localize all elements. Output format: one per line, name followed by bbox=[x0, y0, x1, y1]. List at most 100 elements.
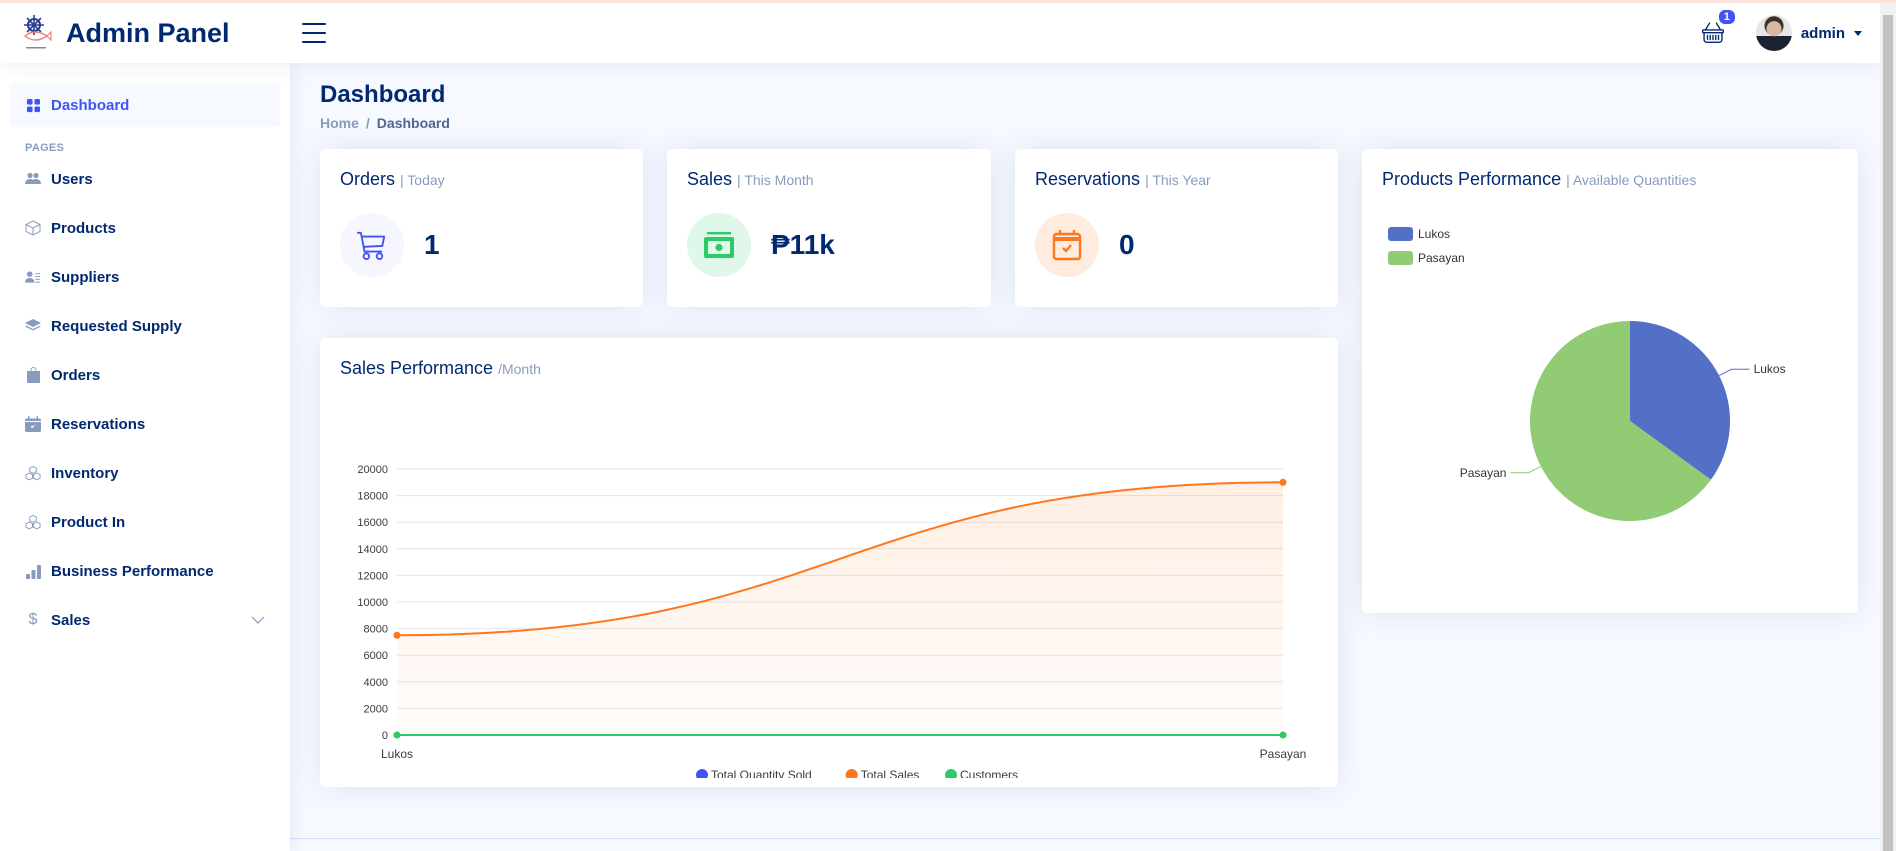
breadcrumb-current: Dashboard bbox=[376, 115, 450, 131]
svg-text:16000: 16000 bbox=[357, 517, 388, 529]
page-title: Dashboard bbox=[320, 81, 446, 108]
sales-card: Sales | This Month ₱11k bbox=[667, 149, 991, 307]
svg-text:Pasayan: Pasayan bbox=[1260, 747, 1307, 761]
sidebar: Dashboard Pages Users Products Suppliers… bbox=[0, 63, 290, 851]
legend-item[interactable]: Total Sales bbox=[845, 768, 920, 778]
sidebar-item-label: Requested Supply bbox=[51, 317, 182, 335]
sidebar-item-label: Suppliers bbox=[51, 268, 120, 286]
sidebar-item-label: Inventory bbox=[51, 464, 119, 482]
calendar-check-icon bbox=[1035, 213, 1099, 277]
grid-icon bbox=[25, 97, 41, 113]
pie-slice[interactable] bbox=[1530, 321, 1711, 521]
products-performance-card: Products Performance | Available Quantit… bbox=[1362, 149, 1858, 613]
sidebar-item-reservations[interactable]: Reservations bbox=[10, 402, 280, 446]
hamburger-menu-icon[interactable] bbox=[302, 23, 326, 43]
svg-text:10000: 10000 bbox=[357, 597, 388, 609]
page-scrollbar[interactable] bbox=[1880, 3, 1896, 851]
pie-legend-item[interactable]: Lukos bbox=[1388, 227, 1450, 241]
breadcrumb: Home / Dashboard bbox=[320, 115, 450, 131]
orders-value: 1 bbox=[424, 229, 440, 260]
logo[interactable]: Admin Panel bbox=[0, 14, 290, 52]
sidebar-item-inventory[interactable]: Inventory bbox=[10, 451, 280, 495]
sidebar-item-products[interactable]: Products bbox=[10, 206, 280, 250]
products-pie-chart[interactable]: Lukos Pasayan Lukos Pasayan bbox=[1382, 209, 1838, 599]
svg-text:4000: 4000 bbox=[364, 677, 388, 689]
sidebar-item-label: Product In bbox=[51, 513, 126, 531]
people-icon bbox=[25, 171, 41, 187]
calendar-check-icon bbox=[25, 416, 41, 432]
svg-text:14000: 14000 bbox=[357, 544, 388, 556]
reservations-value: 0 bbox=[1119, 229, 1135, 260]
svg-text:Pasayan: Pasayan bbox=[1418, 251, 1465, 265]
breadcrumb-home-link[interactable]: Home bbox=[320, 115, 359, 131]
top-accent-line bbox=[0, 0, 1896, 3]
ship-wheel-fish-logo-icon bbox=[23, 15, 52, 49]
svg-text:Lukos: Lukos bbox=[1754, 362, 1786, 376]
sales-value: ₱11k bbox=[771, 229, 835, 260]
legend-item[interactable]: Total Quantity Sold bbox=[696, 768, 812, 778]
svg-text:20000: 20000 bbox=[357, 464, 388, 476]
sidebar-section-heading: Pages bbox=[25, 142, 65, 154]
orders-card: Orders | Today 1 bbox=[320, 149, 643, 307]
card-title: Orders | Today bbox=[340, 169, 445, 189]
sidebar-item-suppliers[interactable]: Suppliers bbox=[10, 255, 280, 299]
sidebar-item-sales[interactable]: $ Sales bbox=[10, 598, 280, 642]
svg-text:0: 0 bbox=[382, 730, 388, 742]
svg-text:Lukos: Lukos bbox=[381, 747, 413, 761]
main-content: Dashboard Home / Dashboard Orders | Today … bbox=[290, 63, 1880, 851]
pie-legend-item[interactable]: Pasayan bbox=[1388, 251, 1465, 265]
sidebar-item-requested-supply[interactable]: Requested Supply bbox=[10, 304, 280, 348]
sidebar-item-label: Business Performance bbox=[51, 562, 214, 580]
boxes-icon bbox=[25, 465, 41, 481]
bar-chart-icon bbox=[25, 563, 41, 579]
legend-item[interactable]: Customers bbox=[945, 768, 1018, 778]
dollar-icon: $ bbox=[28, 611, 38, 628]
svg-text:18000: 18000 bbox=[357, 491, 388, 503]
card-title: Products Performance | Available Quantit… bbox=[1382, 169, 1697, 189]
svg-text:Lukos: Lukos bbox=[1418, 227, 1450, 241]
sidebar-item-users[interactable]: Users bbox=[10, 157, 280, 201]
svg-text:2000: 2000 bbox=[364, 703, 388, 715]
cash-icon bbox=[687, 213, 751, 277]
pie-slice[interactable] bbox=[1630, 321, 1730, 480]
bag-icon bbox=[25, 367, 41, 383]
sales-performance-chart[interactable]: 0 2000 4000 6000 8000 10000 12000 14000 16000 180… bbox=[320, 378, 1338, 778]
svg-text:Total Sales: Total Sales bbox=[861, 768, 920, 778]
app-title: Admin Panel bbox=[66, 17, 230, 48]
user-name: admin bbox=[1800, 24, 1845, 42]
sidebar-item-dashboard[interactable]: Dashboard bbox=[10, 83, 280, 127]
card-title: Sales | This Month bbox=[687, 169, 814, 189]
caret-down-icon bbox=[1854, 30, 1862, 36]
page-title-block: Dashboard Home / Dashboard bbox=[320, 81, 450, 131]
person-lines-icon bbox=[25, 269, 41, 285]
user-profile-dropdown[interactable]: admin bbox=[1755, 15, 1862, 51]
layers-icon bbox=[25, 318, 41, 334]
cart-notification-button[interactable]: 1 bbox=[1701, 10, 1735, 45]
cart-icon bbox=[340, 213, 404, 277]
sidebar-item-label: Sales bbox=[51, 611, 91, 629]
sidebar-item-orders[interactable]: Orders bbox=[10, 353, 280, 397]
svg-text:8000: 8000 bbox=[364, 624, 388, 636]
card-title: Reservations | This Year bbox=[1035, 169, 1211, 189]
chevron-down-icon[interactable] bbox=[251, 611, 265, 629]
svg-text:Pasayan: Pasayan bbox=[1460, 466, 1507, 480]
svg-text:12000: 12000 bbox=[357, 570, 388, 582]
sidebar-item-label: Reservations bbox=[51, 415, 146, 433]
sidebar-item-label: Users bbox=[51, 170, 93, 188]
basket-icon bbox=[1701, 22, 1724, 43]
sidebar-item-label: Products bbox=[51, 219, 117, 237]
boxes-icon bbox=[25, 514, 41, 530]
svg-text:Customers: Customers bbox=[960, 768, 1018, 778]
svg-text:Total Quantity Sold: Total Quantity Sold bbox=[711, 768, 812, 778]
sales-performance-card: Sales Performance /Month 0 2000 4000 6000 80… bbox=[320, 338, 1338, 787]
sidebar-item-label: Dashboard bbox=[51, 96, 130, 114]
cart-badge: 1 bbox=[1718, 10, 1735, 24]
card-title: Sales Performance /Month bbox=[340, 358, 541, 378]
sidebar-item-product-in[interactable]: Product In bbox=[10, 500, 280, 544]
sidebar-item-business-performance[interactable]: Business Performance bbox=[10, 549, 280, 593]
footer-divider bbox=[290, 838, 1880, 839]
box-icon bbox=[25, 220, 41, 236]
svg-text:6000: 6000 bbox=[364, 650, 388, 662]
sidebar-item-label: Orders bbox=[51, 366, 101, 384]
reservations-card: Reservations | This Year 0 bbox=[1015, 149, 1338, 307]
